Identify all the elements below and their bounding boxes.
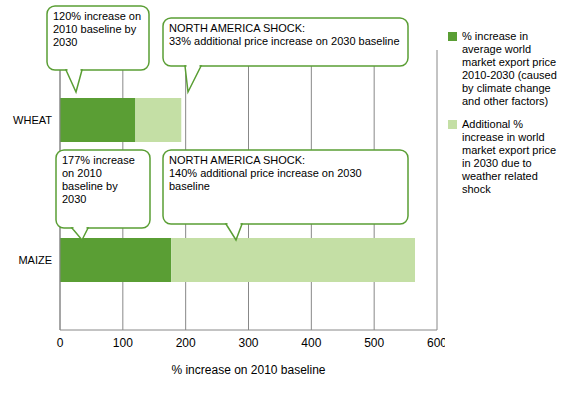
svg-text:100: 100 <box>113 336 133 350</box>
html-text:NORTH AMERICA SHOCK: 33% addit: NORTH AMERICA SHOCK: 33% additional pric… <box>169 22 400 47</box>
svg-text:0: 0 <box>57 336 64 350</box>
svg-text:% increase on 2010 baseline: % increase on 2010 baseline <box>171 363 325 377</box>
html-text:177% increase on 2010 baseline: 177% increase on 2010 baseline by 2030 <box>62 154 135 205</box>
svg-text:WHEAT: WHEAT <box>13 114 52 126</box>
html-text:120% increase on 2010 baseline: 120% increase on 2010 baseline by 2030 <box>53 10 142 48</box>
html-text:NORTH AMERICA SHOCK: 140% addi: NORTH AMERICA SHOCK: 140% additional pri… <box>169 154 362 192</box>
svg-text:300: 300 <box>238 336 258 350</box>
svg-text:200: 200 <box>176 336 196 350</box>
html-text:Additional % increase in world: Additional % increase in world market ex… <box>462 118 557 195</box>
svg-text:600: 600 <box>427 336 445 350</box>
svg-text:400: 400 <box>301 336 321 350</box>
svg-text:500: 500 <box>364 336 384 350</box>
svg-text:MAIZE: MAIZE <box>18 254 52 266</box>
html-text:% increase in average world ma: % increase in average world market expor… <box>462 30 557 107</box>
